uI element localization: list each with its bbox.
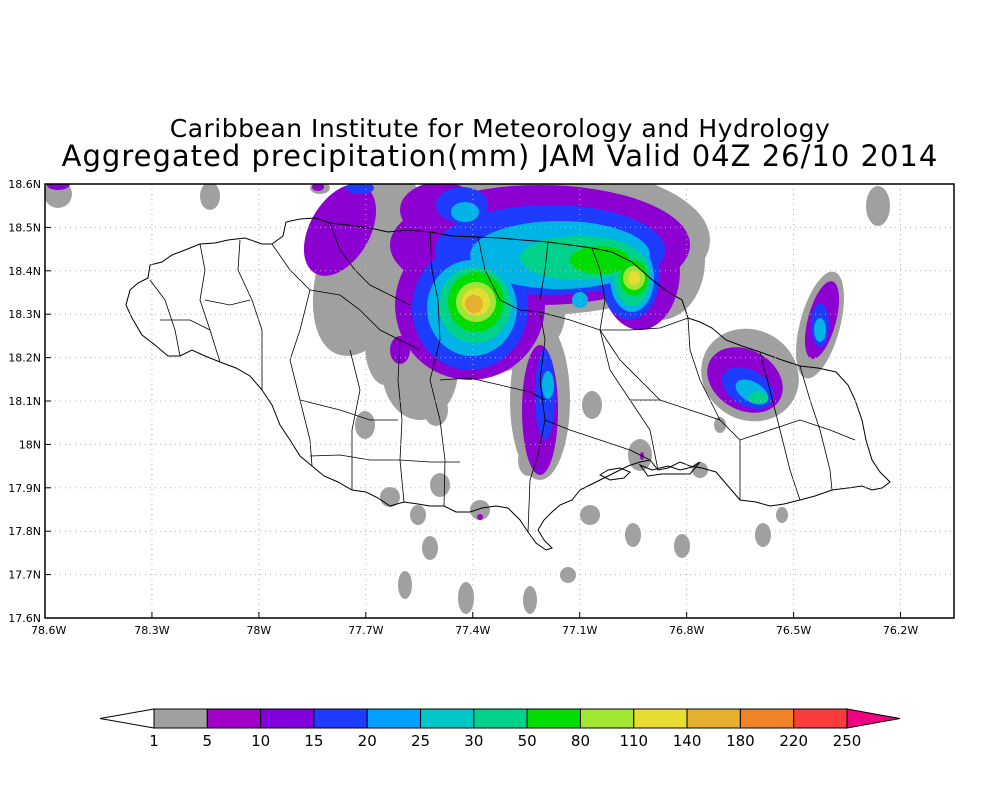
colorbar-level-label: 25 xyxy=(411,732,430,750)
colorbar-level-label: 250 xyxy=(833,732,862,750)
map-title-line2: Aggregated precipitation(mm) JAM Valid 0… xyxy=(61,139,939,173)
x-tick-label: 76.8W xyxy=(669,624,704,637)
parish-boundaries xyxy=(149,222,856,533)
colorbar-level-label: 180 xyxy=(726,732,755,750)
x-tick-label: 78.3W xyxy=(134,624,169,637)
colorbar-level-label: 140 xyxy=(673,732,702,750)
colorbar-swatch xyxy=(153,708,208,729)
colorbar-swatch xyxy=(686,708,741,729)
y-tick-label: 18N xyxy=(19,438,41,451)
precipitation-field xyxy=(45,184,890,614)
y-tick-label: 18.6N xyxy=(8,178,41,191)
precip-dot xyxy=(477,514,483,520)
colorbar-level-label: 50 xyxy=(518,732,537,750)
y-tick-label: 18.5N xyxy=(8,221,41,234)
colorbar-swatch xyxy=(206,708,262,729)
y-tick-label: 17.9N xyxy=(8,482,41,495)
colorbar-swatch xyxy=(633,708,688,729)
colorbar-level-label: 15 xyxy=(304,732,323,750)
colorbar-level-label: 20 xyxy=(358,732,377,750)
x-tick-label: 77.4W xyxy=(455,624,490,637)
colorbar-level-label: 1 xyxy=(149,732,159,750)
colorbar-level-label: 110 xyxy=(619,732,648,750)
colorbar-level-label: 5 xyxy=(203,732,213,750)
y-tick-label: 18.3N xyxy=(8,308,41,321)
colorbar-under-arrow xyxy=(99,708,155,729)
colorbar-swatch xyxy=(526,708,581,729)
colorbar-swatch xyxy=(739,708,795,729)
precip-heavy-cores xyxy=(456,266,645,322)
x-tick-label: 77.7W xyxy=(348,624,383,637)
colorbar-swatch xyxy=(313,708,368,729)
colorbar-level-label: 10 xyxy=(251,732,270,750)
x-tick-label: 78.6W xyxy=(31,624,66,637)
x-tick-label: 76.2W xyxy=(883,624,918,637)
y-tick-label: 17.8N xyxy=(8,525,41,538)
colorbar-swatch xyxy=(260,708,315,729)
y-tick-label: 18.2N xyxy=(8,352,41,365)
colorbar-level-label: 220 xyxy=(779,732,808,750)
x-tick-label: 77.1W xyxy=(562,624,597,637)
colorbar-swatch xyxy=(473,708,528,729)
colorbar-swatch xyxy=(366,708,422,729)
y-tick-label: 18.1N xyxy=(8,395,41,408)
colorbar-swatch xyxy=(420,708,475,729)
y-tick-label: 17.7N xyxy=(8,569,41,582)
map-title-line1: Caribbean Institute for Meteorology and … xyxy=(169,114,831,143)
y-tick-label: 17.6N xyxy=(8,612,41,625)
x-tick-label: 78W xyxy=(246,624,271,637)
colorbar: 1 5 10 15 20 25 30 50 80 110 140 180 220 250 xyxy=(99,708,901,750)
colorbar-swatch xyxy=(579,708,635,729)
colorbar-level-label: 80 xyxy=(571,732,590,750)
y-tick-label: 18.4N xyxy=(8,265,41,278)
colorbar-swatch xyxy=(793,708,848,729)
colorbar-level-label: 30 xyxy=(464,732,483,750)
colorbar-over-arrow xyxy=(846,708,901,729)
axis-ticks: 78.6W 78.3W 78W 77.7W 77.4W 77.1W 76.8W 76.5W 76… xyxy=(8,178,918,637)
x-tick-label: 76.5W xyxy=(776,624,811,637)
